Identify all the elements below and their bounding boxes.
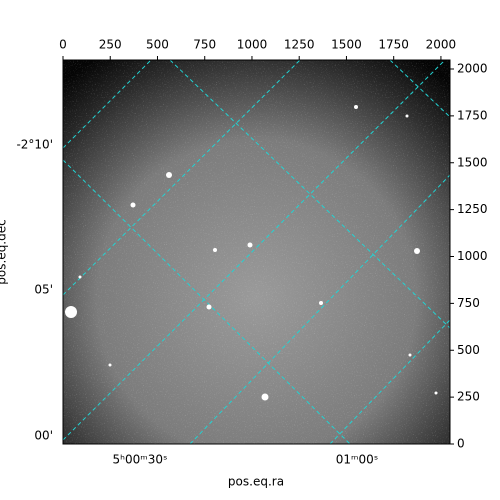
x-tick-label: 1750 [378,38,409,52]
grid-line [189,174,450,444]
x-tick-label: 1500 [331,38,362,52]
x-tick-label: 1250 [284,38,315,52]
y-axis-title: pos.eq.dec [0,219,9,284]
dec-label: 00' [34,429,53,443]
y-tick-label: 250 [457,390,480,404]
dec-label: -2°10' [16,138,53,152]
x-tick-label: 250 [99,38,122,52]
y-tick-label: 1250 [457,202,488,216]
image [63,60,450,444]
y-tick-label: 1000 [457,249,488,263]
ra-label: 5ʰ00ᵐ30ˢ [113,453,168,467]
y-tick-label: 500 [457,343,480,357]
x-tick-label: 750 [193,38,216,52]
y-tick-label: 0 [457,437,465,451]
y-tick-label: 1500 [457,155,488,169]
image-noise [63,60,450,444]
stars [65,105,438,401]
grid-line [169,60,450,329]
x-tick-label: 0 [59,38,67,52]
ra-label: 01ᵐ00ˢ [336,453,379,467]
x-tick-label: 2000 [426,38,457,52]
x-axis-title: pos.eq.ra [228,475,284,489]
grid-line [329,319,450,444]
y-tick-label: 1750 [457,108,488,122]
grid-line [63,159,351,444]
x-tick-label: 1000 [237,38,268,52]
y-tick-label: 750 [457,296,480,310]
plot-frame [62,59,451,445]
y-tick-label: 2000 [457,62,488,76]
coordinate-grid [63,60,450,444]
dec-label: 05' [34,283,53,297]
x-tick-label: 500 [146,38,169,52]
